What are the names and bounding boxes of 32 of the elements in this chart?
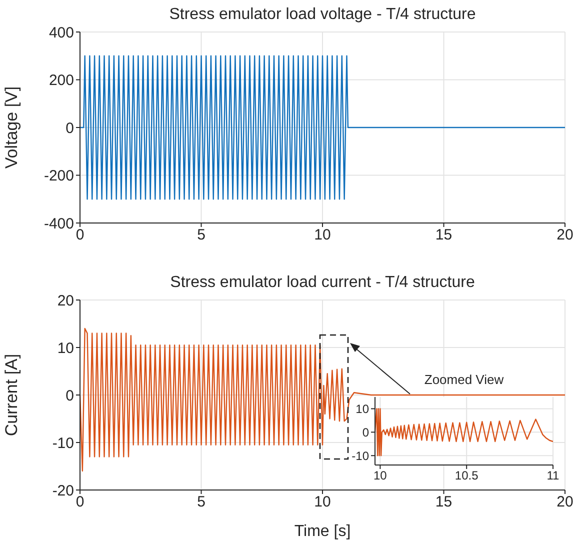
y-tick-label: -400 (44, 215, 74, 232)
y-tick-label: 10 (57, 340, 74, 357)
y-tick-label: 400 (48, 24, 74, 42)
x-tick-label: 5 (197, 226, 206, 244)
x-tick-label: 11 (546, 468, 560, 483)
x-tick-label: 5 (197, 494, 206, 511)
x-tick-label: 10 (314, 494, 331, 511)
y-tick-label: 0 (66, 387, 74, 404)
line-series (80, 328, 565, 472)
y-tick-label: 0 (362, 425, 370, 440)
y-tick-label: -10 (352, 448, 370, 463)
x-tick-label: 20 (556, 226, 574, 244)
x-axis-title: Time [s] (294, 523, 351, 540)
y-axis-title: Current [A] (2, 354, 22, 436)
x-tick-label: 15 (435, 226, 452, 244)
y-axis-title: Voltage [V] (2, 86, 22, 169)
y-tick-label: -20 (52, 482, 74, 500)
x-tick-label: 10.5 (454, 468, 479, 483)
chart-title: Stress emulator load voltage - T/4 structure (168, 6, 477, 24)
y-tick-label: -200 (44, 168, 74, 185)
y-tick-label: 10 (356, 402, 370, 416)
x-tick-label: 10 (314, 226, 331, 244)
x-tick-label: 10 (374, 468, 388, 483)
y-tick-label: 0 (66, 120, 74, 137)
y-tick-label: 20 (57, 292, 74, 310)
y-tick-label: 200 (48, 72, 74, 90)
y-tick-label: -10 (52, 434, 74, 452)
chart-title: Stress emulator load current - T/4 structure (169, 274, 476, 292)
line-series (375, 408, 553, 456)
x-tick-label: 20 (556, 494, 574, 511)
x-tick-label: 15 (435, 494, 452, 511)
chart-title: Zoomed View (423, 372, 505, 387)
